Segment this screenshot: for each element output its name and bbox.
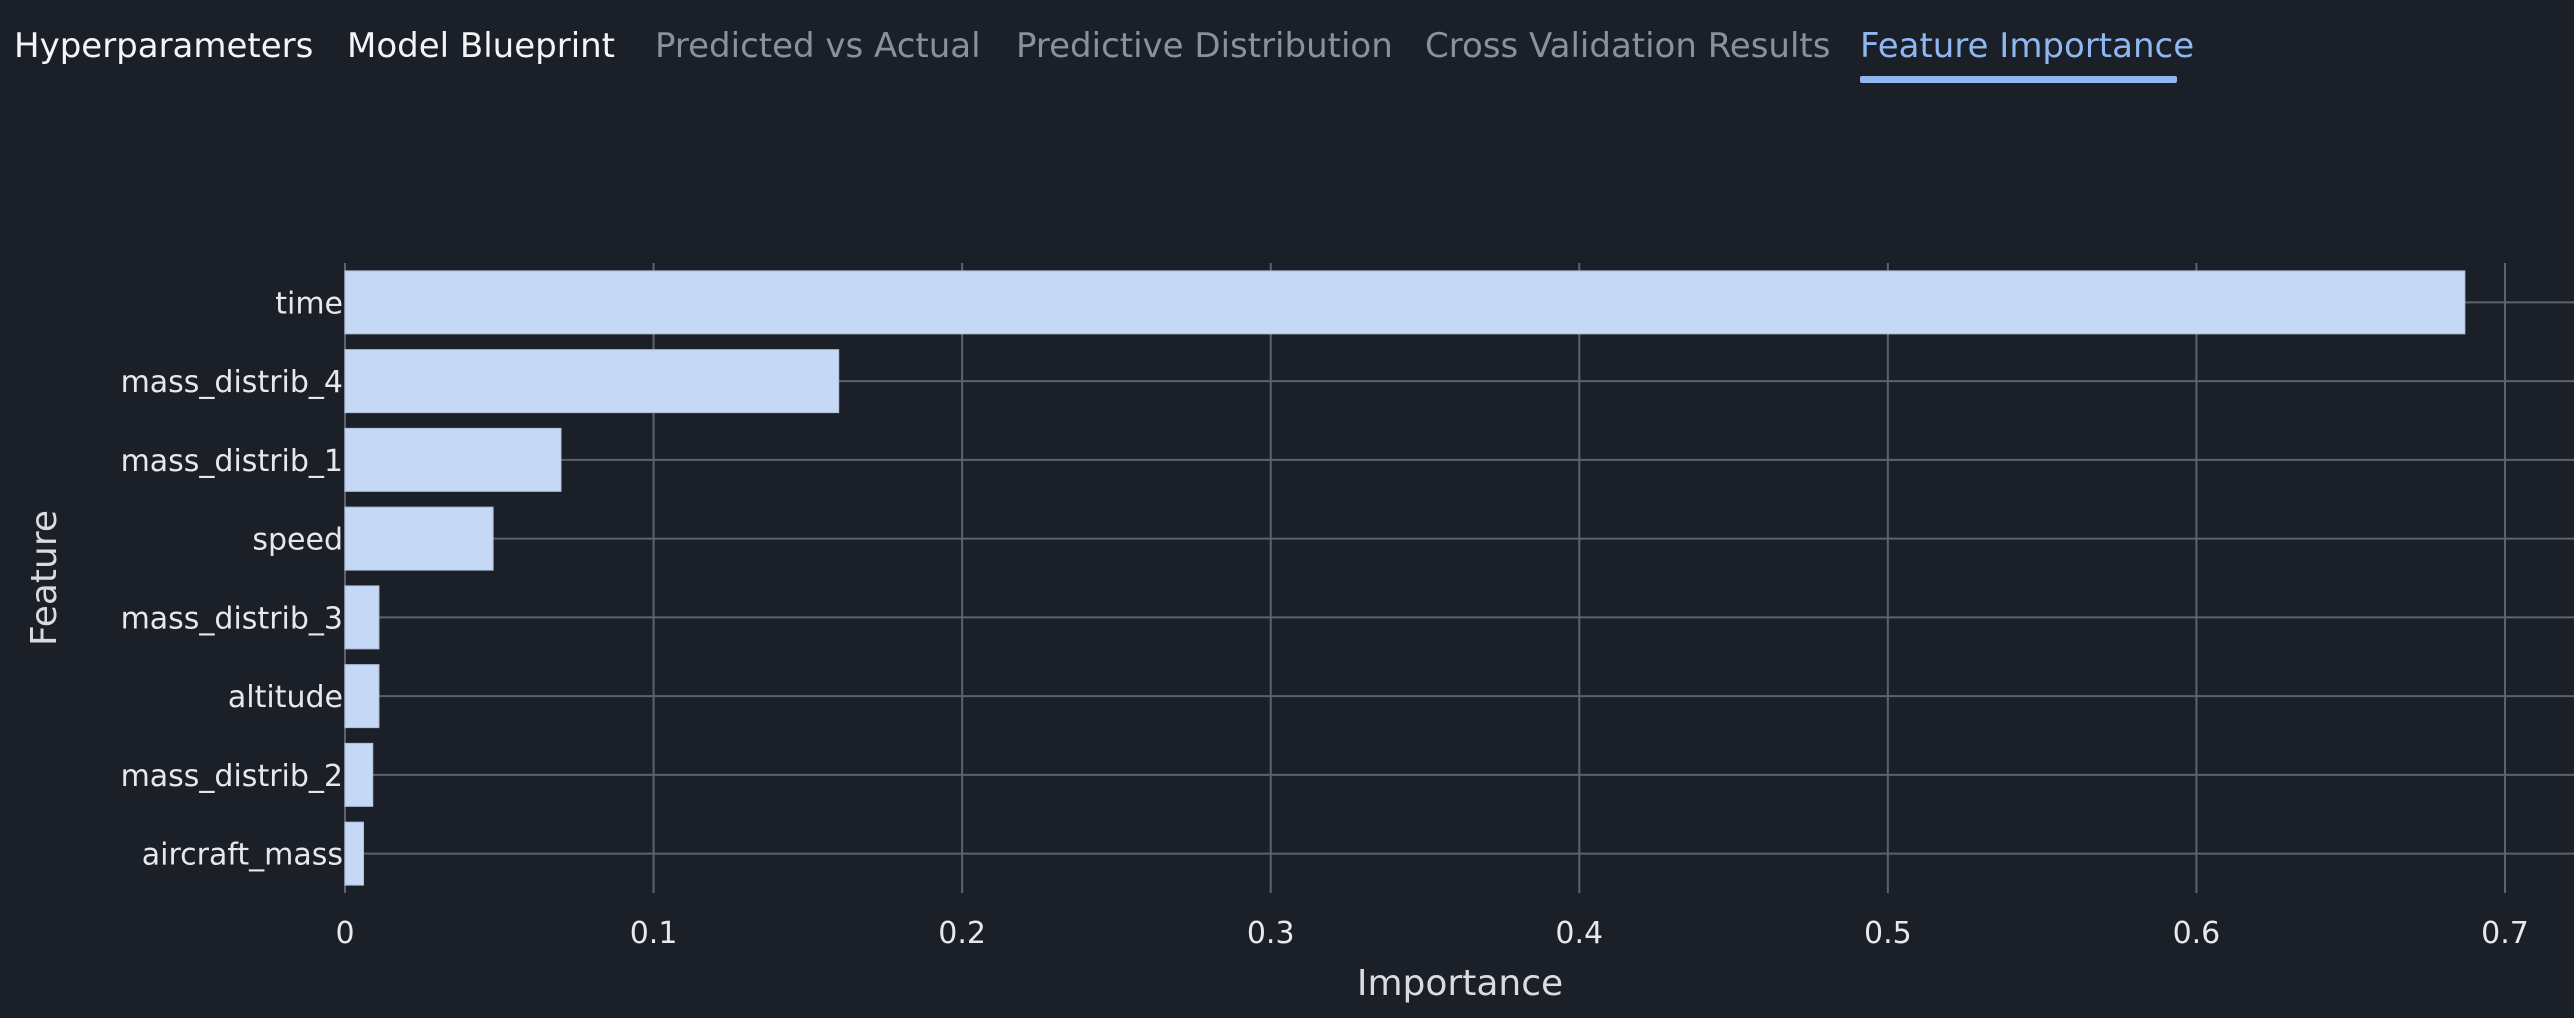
bars	[344, 270, 2466, 886]
y-tick-label: aircraft_mass	[142, 838, 343, 873]
x-tick-labels: 0 0.1 0.2 0.3 0.4 0.5 0.6 0.7	[335, 916, 2528, 951]
x-tick-label: 0.3	[1247, 916, 1295, 951]
y-tick-label: mass_distrib_1	[121, 444, 343, 479]
tab-predicted-vs-actual[interactable]: Predicted vs Actual	[655, 26, 981, 66]
y-tick-label: mass_distrib_2	[121, 759, 343, 794]
bar	[344, 270, 2466, 335]
bar	[344, 664, 380, 729]
tab-cross-validation-results[interactable]: Cross Validation Results	[1425, 26, 1831, 66]
bar	[344, 821, 365, 886]
active-tab-indicator	[1860, 76, 2177, 83]
bar	[344, 585, 380, 650]
bar	[344, 349, 840, 414]
x-tick-label: 0.2	[938, 916, 986, 951]
bar	[344, 427, 562, 492]
y-tick-label: altitude	[228, 680, 343, 715]
tab-predictive-distribution[interactable]: Predictive Distribution	[1016, 26, 1393, 66]
y-tick-label: time	[275, 286, 343, 321]
y-axis-title: Feature	[24, 510, 65, 646]
x-axis-title: Importance	[1357, 963, 1563, 1004]
bar	[344, 742, 374, 807]
y-tick-label: mass_distrib_4	[121, 365, 343, 400]
tab-model-blueprint[interactable]: Model Blueprint	[347, 26, 616, 66]
y-tick-label: speed	[252, 523, 343, 558]
tab-feature-importance[interactable]: Feature Importance	[1860, 26, 2195, 66]
tab-hyperparameters[interactable]: Hyperparameters	[14, 26, 314, 66]
x-tick-label: 0.1	[630, 916, 678, 951]
x-tick-label: 0.5	[1864, 916, 1912, 951]
x-tick-label: 0.7	[2481, 916, 2529, 951]
grid-lines	[344, 263, 2574, 893]
bar	[344, 506, 494, 571]
x-tick-label: 0.4	[1555, 916, 1603, 951]
x-tick-label: 0.6	[2173, 916, 2221, 951]
y-tick-label: mass_distrib_3	[121, 601, 343, 636]
x-tick-label: 0	[335, 916, 354, 951]
